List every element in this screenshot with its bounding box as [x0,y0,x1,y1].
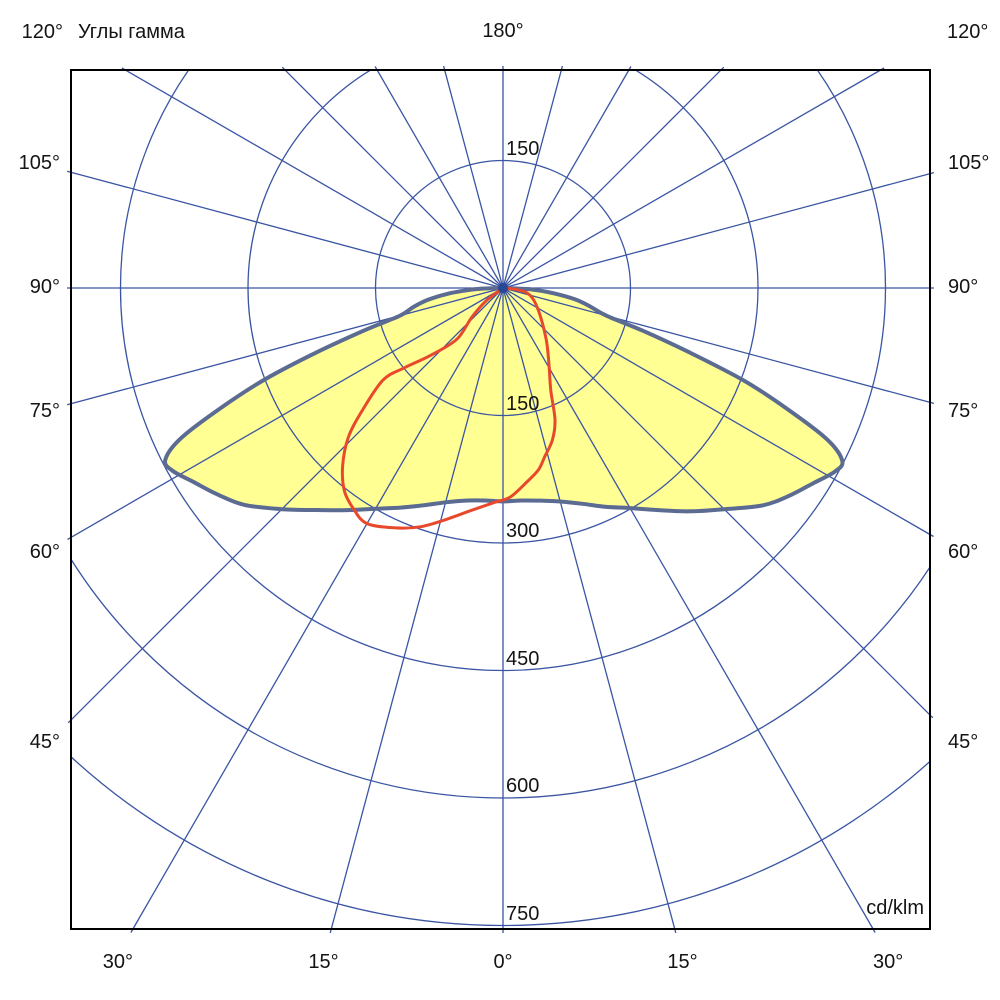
gamma-axis-label-bottom: 30° [872,951,904,973]
gamma-grid-ray [502,66,632,289]
light-distribution-secondary-curve [340,286,557,530]
radial-tick-label: 150 [506,392,540,415]
gamma-grid-ray [502,287,934,538]
light-distribution-outline [162,286,845,514]
radial-unit-label: cd/klm [866,897,924,919]
gamma-grid-ray [66,170,504,289]
gamma-axis-label-left: 75° [29,400,60,423]
gamma-axis-label-bottom: 15° [308,951,339,973]
gamma-grid-ray [130,287,504,933]
gamma-axis-label-left: 45° [29,730,60,753]
plot-border [70,69,931,930]
gamma-axis-label-right: 105° [948,151,990,174]
gamma-grid-ray [374,66,504,289]
radial-tick-label: 300 [506,520,540,542]
gamma-label-180-top: 180° [482,20,524,42]
radial-tick-label: 600 [506,775,540,797]
gamma-grid-ray [67,287,504,724]
radial-tick-label-upper: 150 [506,137,540,160]
gamma-axis-label-left: 60° [29,541,60,564]
gamma-axis-label-right: 60° [948,541,979,564]
gamma-grid-ray [502,67,885,289]
chart-title: Углы гамма [78,21,185,43]
gamma-axis-label-bottom: 30° [102,951,134,973]
gamma-axis-label-left: 90° [29,276,60,298]
gamma-axis-label-bottom: 15° [667,951,698,973]
gamma-axis-label-right: 75° [948,400,979,423]
gamma-grid-ray [442,65,504,289]
corner-gamma-label-120-left: 120° [21,21,63,43]
gamma-grid-ray [329,287,504,934]
radial-tick-label: 450 [506,647,540,670]
gamma-grid-ray [66,287,504,406]
gamma-axis-label-right: 90° [948,276,979,298]
gamma-grid-ray [502,287,934,719]
gamma-grid-ray [502,66,725,289]
gamma-grid-ray [502,287,935,405]
gamma-grid-ray [281,66,504,289]
gamma-axis-label-right: 45° [948,730,979,753]
gamma-grid-ray [121,67,504,289]
corner-gamma-label-120-right: 120° [947,21,989,43]
gamma-axis-label-left: 105° [18,151,60,174]
gamma-grid-ray [502,171,935,289]
gamma-grid-ray [502,287,677,934]
radial-tick-label: 750 [506,902,540,925]
light-distribution-fill [164,288,843,512]
gamma-axis-label-bottom: 0° [493,951,513,973]
gamma-grid-ray [502,287,876,933]
gamma-grid-ray [502,65,564,289]
gamma-grid-ray [67,287,504,540]
polar-center-dot [498,283,508,293]
